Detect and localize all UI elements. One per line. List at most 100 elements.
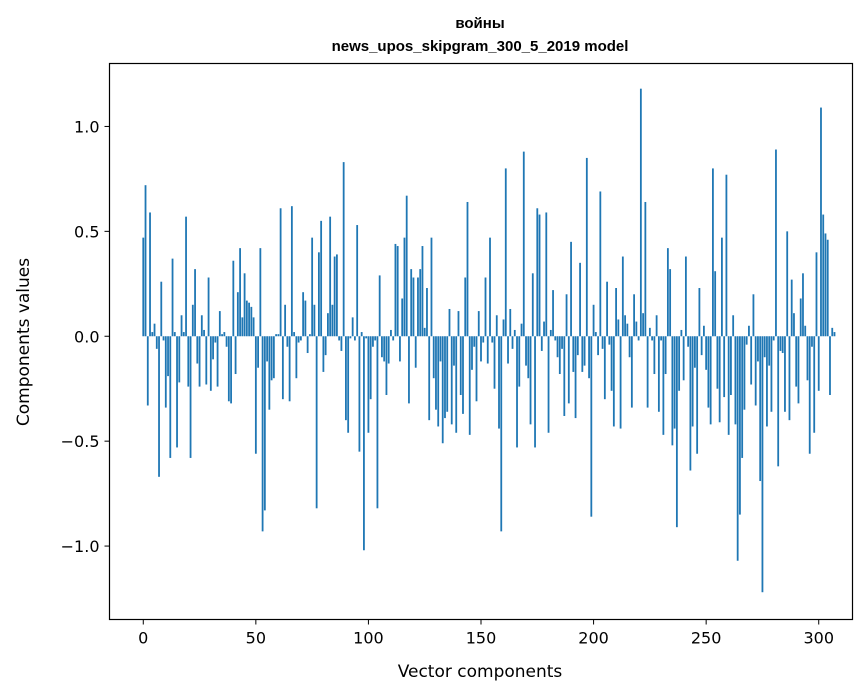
bar-159: [500, 336, 503, 532]
bar-193: [576, 336, 579, 356]
bar-39: [230, 336, 232, 404]
bar-230: [660, 336, 663, 341]
bar-192: [574, 336, 577, 419]
bar-140: [457, 311, 460, 337]
bar-174: [534, 336, 536, 448]
bar-48: [250, 306, 253, 337]
bar-18: [182, 332, 185, 337]
bar-147: [473, 336, 476, 347]
bar-122: [417, 277, 419, 337]
bar-57: [270, 336, 273, 381]
bar-85: [333, 256, 336, 337]
bar-11: [167, 336, 169, 377]
bar-253: [712, 168, 714, 337]
bar-53: [261, 336, 264, 532]
bar-195: [581, 336, 584, 372]
bar-86: [336, 254, 338, 337]
bar-259: [725, 174, 728, 337]
bar-31: [212, 336, 214, 360]
bar-199: [590, 336, 593, 517]
bar-284: [781, 336, 784, 354]
bar-262: [732, 315, 735, 337]
bar-54: [263, 336, 266, 511]
y-axis-ticks: −1.0 −0.5 0.0 0.5 1.0: [61, 117, 110, 556]
bar-33: [216, 336, 219, 387]
bar-139: [455, 336, 458, 433]
bar-187: [563, 336, 566, 416]
bar-64: [286, 336, 289, 347]
bar-29: [207, 277, 210, 337]
bar-155: [491, 336, 494, 343]
bar-1: [144, 185, 147, 337]
bar-52: [259, 248, 262, 337]
bar-210: [615, 288, 617, 337]
bar-100: [367, 336, 370, 433]
bar-168: [520, 323, 523, 337]
bar-266: [741, 336, 744, 458]
bar-175: [536, 208, 539, 337]
bar-252: [709, 336, 712, 425]
bar-236: [673, 336, 676, 429]
bar-213: [621, 256, 624, 337]
bar-156: [493, 336, 496, 389]
bar-47: [248, 302, 250, 337]
bar-126: [426, 288, 428, 337]
bar-158: [498, 336, 500, 429]
y-tick-label: −0.5: [61, 432, 100, 451]
bar-261: [730, 336, 732, 395]
bar-295: [806, 336, 809, 381]
bar-277: [766, 336, 768, 427]
bar-307: [833, 332, 836, 337]
bar-67: [293, 332, 296, 337]
bar-241: [684, 256, 687, 337]
x-tick-label: 100: [353, 629, 384, 648]
bar-279: [770, 336, 773, 412]
bar-7: [158, 336, 160, 477]
bar-153: [486, 336, 489, 364]
bar-250: [705, 336, 708, 370]
bar-127: [428, 336, 431, 421]
bar-200: [592, 304, 595, 337]
bar-138: [453, 336, 455, 366]
bar-44: [241, 317, 244, 337]
bar-244: [691, 336, 694, 427]
bar-154: [489, 237, 491, 337]
bar-36: [223, 332, 226, 337]
bar-202: [597, 336, 599, 356]
bar-220: [637, 336, 640, 341]
bar-63: [284, 304, 287, 337]
bar-273: [757, 336, 759, 362]
bar-110: [390, 329, 392, 337]
bar-283: [779, 336, 782, 351]
bar-104: [376, 336, 379, 509]
bar-180: [547, 336, 550, 433]
bar-183: [554, 336, 557, 341]
bar-105: [378, 275, 381, 337]
bar-94: [354, 336, 356, 341]
bar-22: [191, 304, 194, 337]
bar-297: [811, 336, 813, 347]
bar-275: [761, 336, 764, 593]
plot-frame: [108, 62, 854, 621]
bar-109: [387, 336, 390, 364]
bar-93: [351, 317, 354, 337]
bar-165: [513, 329, 516, 337]
bar-150: [480, 336, 482, 362]
bar-206: [606, 281, 608, 337]
bar-144: [466, 201, 469, 337]
bar-106: [381, 336, 383, 358]
bar-209: [612, 336, 615, 427]
bar-130: [435, 336, 437, 410]
bar-161: [504, 168, 507, 337]
bar-84: [331, 304, 334, 337]
bar-79: [320, 220, 323, 337]
bar-272: [754, 336, 757, 406]
bar-21: [189, 336, 192, 458]
bar-4: [151, 332, 154, 337]
y-tick-label: 1.0: [74, 117, 99, 136]
bar-251: [707, 336, 710, 408]
bar-142: [462, 336, 464, 414]
bar-182: [552, 290, 554, 337]
bar-257: [721, 237, 723, 337]
